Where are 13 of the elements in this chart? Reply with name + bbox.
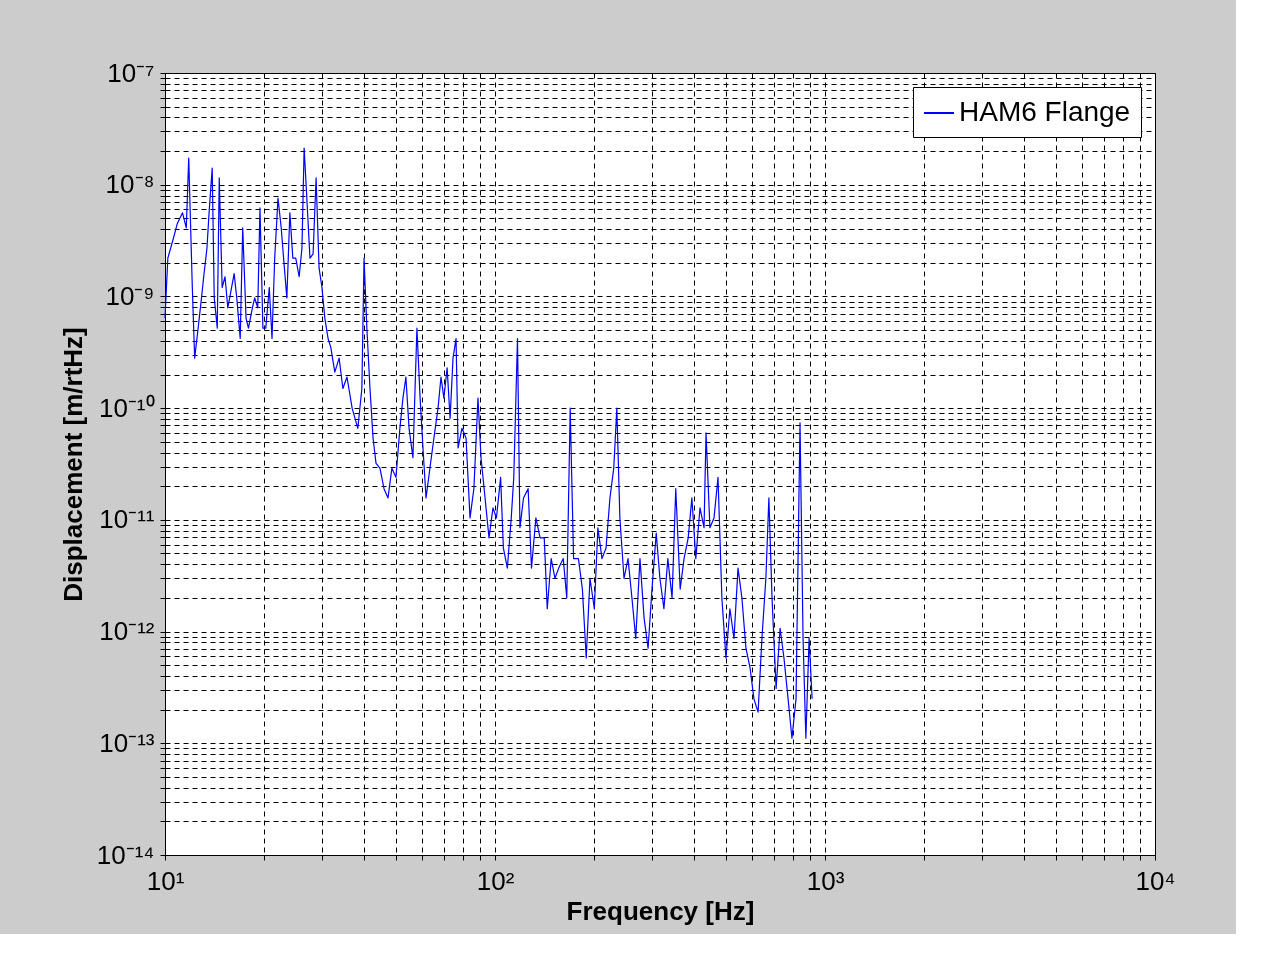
y-tick-label: 10⁻⁹	[105, 280, 155, 311]
y-tick-label: 10⁻⁸	[105, 169, 155, 200]
y-tick-label: 10⁻¹²	[99, 616, 155, 647]
y-tick-label: 10⁻¹¹	[99, 504, 155, 535]
y-tick-label: 10⁻¹⁰	[98, 392, 155, 423]
y-tick-label: 10⁻⁷	[107, 57, 155, 88]
x-tick-label: 10²	[476, 865, 515, 896]
legend-label: HAM6 Flange	[959, 96, 1131, 127]
y-tick-label: 10⁻¹³	[99, 727, 155, 758]
y-axis-title: Displacement [m/rtHz]	[57, 327, 88, 602]
x-tick-label: 10³	[806, 865, 845, 896]
x-axis-title: Frequency [Hz]	[566, 895, 755, 926]
x-tick-label: 10⁴	[1135, 865, 1176, 896]
